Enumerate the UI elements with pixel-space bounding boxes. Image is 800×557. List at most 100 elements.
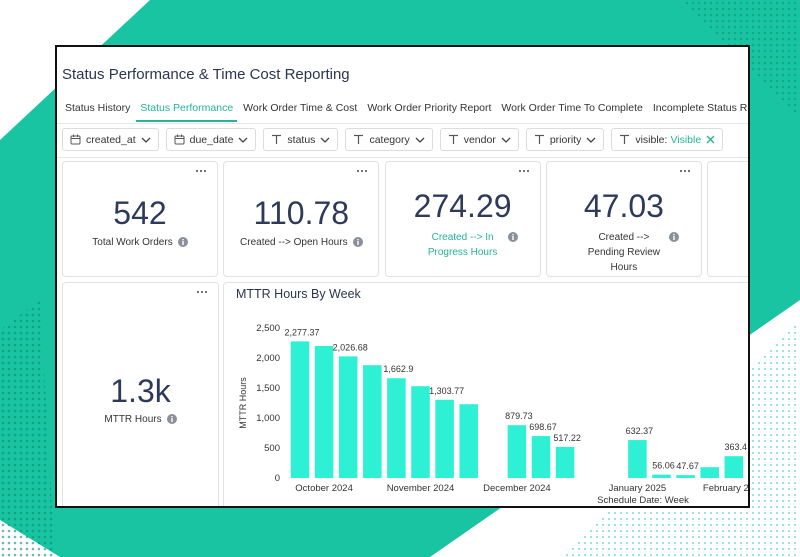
chart: MTTR Hours By Week MTTR Hours Schedule D… (236, 287, 750, 506)
data-label: 1,303.77 (429, 386, 464, 396)
info-icon[interactable] (507, 232, 518, 242)
mttr-label-row: MTTR Hours (73, 412, 208, 427)
filter-label: category (369, 133, 410, 146)
filter-chevron[interactable] (415, 135, 425, 145)
kpi-card: 4 (707, 161, 748, 277)
data-label: 879.73 (505, 411, 533, 421)
info-icon[interactable] (352, 237, 363, 248)
y-axis-label: MTTR Hours (238, 377, 248, 429)
kpi-label: Total Work Orders (92, 237, 173, 248)
filter-chevron[interactable] (320, 135, 330, 145)
kpi-card: 274.29 Created --> In Progress Hours (384, 161, 541, 277)
card-menu[interactable] (679, 169, 691, 173)
data-label: 363.4 (725, 442, 748, 452)
bar (314, 346, 334, 478)
filter-clear[interactable] (706, 135, 715, 144)
bar (363, 365, 382, 478)
tab-bar: Status History Status Performance Work Ord… (61, 100, 748, 122)
filter-chip[interactable]: category (345, 128, 433, 151)
x-tick-label: February 2025 (703, 483, 750, 494)
filter-chip[interactable]: created_at (62, 128, 159, 151)
card-menu[interactable] (196, 290, 208, 294)
chart-card: MTTR Hours By Week MTTR Hours Schedule D… (223, 282, 750, 506)
kpi-value: 542 (113, 195, 167, 231)
tab[interactable]: Status Performance (136, 100, 238, 122)
filter-value: Visible (670, 133, 702, 146)
filter-chip[interactable]: status (263, 128, 339, 151)
bar (700, 467, 719, 478)
bar (724, 456, 744, 478)
kpi-label: Created --> In Progress Hours (427, 232, 498, 258)
bar (459, 404, 478, 478)
kpi-card: 47.03 Created --> Pending Review Hours (545, 161, 702, 277)
data-label: 47.67 (676, 461, 699, 471)
data-label: 698.67 (529, 422, 557, 432)
kpi-label: Created --> Open Hours (240, 237, 348, 248)
y-tick-label: 0 (275, 473, 280, 484)
bar (507, 425, 527, 478)
bar (652, 474, 671, 478)
mttr-card: 1.3k MTTR Hours (62, 282, 219, 506)
kpi-card: 542 Total Work Orders (62, 161, 218, 277)
y-tick-label: 2,500 (256, 323, 280, 334)
divider (57, 157, 748, 158)
tab[interactable]: Status History (65, 102, 131, 114)
filter-icon (174, 134, 185, 145)
kpi-value: 47.03 (583, 188, 664, 224)
filter-label: priority (549, 133, 582, 146)
bar (555, 446, 575, 478)
info-icon[interactable] (177, 237, 188, 248)
bar (435, 399, 454, 478)
y-tick-label: 2,000 (256, 353, 280, 364)
kpi-label-row: Created --> In Progress Hours (396, 230, 530, 260)
filter-label: created_at (86, 133, 136, 146)
kpi-value: 110.78 (253, 195, 350, 231)
info-icon[interactable] (166, 414, 177, 425)
x-tick-label: October 2024 (295, 483, 353, 494)
filter-chip[interactable]: priority (525, 128, 605, 151)
kpi-label-row: Created --> Pending Review Hours (557, 230, 691, 275)
x-tick-label: November 2024 (387, 483, 455, 494)
filter-label: status (287, 133, 316, 146)
x-axis-label: Schedule Date: Week (597, 495, 689, 506)
filter-chevron[interactable] (586, 135, 596, 145)
bar (628, 440, 647, 478)
filter-label: vendor (463, 133, 496, 146)
filter-chip[interactable]: vendor (439, 128, 519, 151)
filter-icon (272, 134, 282, 144)
kpi-value: 274.29 (413, 188, 512, 224)
kpi-label: Created --> Pending Review Hours (587, 232, 661, 273)
info-icon[interactable] (668, 232, 679, 242)
data-label: 1,662.9 (383, 364, 413, 374)
chart-title: MTTR Hours By Week (236, 287, 362, 301)
kpi-card: 110.78 Created --> Open Hours (223, 161, 380, 277)
tab[interactable]: Incomplete Status Report (652, 102, 748, 114)
card-menu[interactable] (518, 169, 530, 173)
tab[interactable]: Work Order Priority Report (367, 102, 492, 114)
tab[interactable]: Work Order Time To Complete (501, 102, 643, 114)
filter-icon (354, 134, 364, 144)
bar (531, 436, 551, 478)
data-label: 56.06 (652, 461, 675, 471)
mttr-label: MTTR Hours (104, 414, 162, 425)
card-menu[interactable] (356, 169, 368, 173)
filter-icon (70, 134, 81, 145)
filter-chevron[interactable] (141, 135, 151, 145)
filter-chevron[interactable] (238, 135, 248, 145)
filter-chip[interactable]: visible: Visible (611, 128, 724, 151)
data-label: 632.37 (626, 426, 654, 436)
data-label: 517.22 (553, 433, 581, 443)
tab[interactable]: Work Order Time & Cost (243, 102, 358, 114)
bar (338, 356, 358, 478)
y-tick-label: 500 (264, 443, 280, 454)
bar (290, 341, 310, 478)
bar (676, 475, 695, 478)
dashboard-title: Status Performance & Time Cost Reporting (62, 66, 350, 83)
y-tick-label: 1,000 (256, 413, 280, 424)
card-menu[interactable] (195, 169, 207, 173)
filter-chevron[interactable] (501, 135, 511, 145)
filter-chip[interactable]: due_date (165, 128, 257, 151)
filter-icon (534, 134, 544, 144)
x-tick-label: December 2024 (483, 483, 551, 494)
